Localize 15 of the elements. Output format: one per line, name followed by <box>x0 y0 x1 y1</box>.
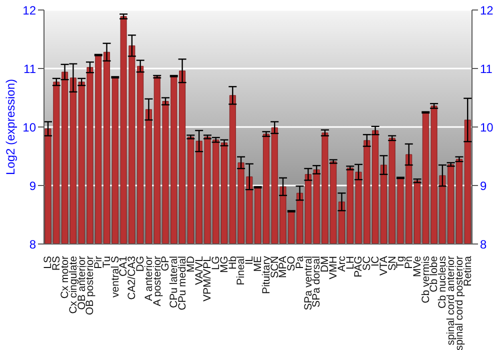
x-tick-label: MVe <box>411 256 424 278</box>
y2-tick-label: 8 <box>480 237 487 252</box>
y-tick-label: 11 <box>24 62 36 76</box>
y-tick-label: 8 <box>29 237 36 252</box>
y2-tick-label: 10 <box>480 120 494 134</box>
y-tick-label: 12 <box>22 3 36 18</box>
y2-tick-label: 11 <box>480 62 493 76</box>
x-tick-label: A posterior <box>151 256 164 306</box>
y-tick-label: 10 <box>22 120 36 134</box>
x-tick-label: Tg <box>394 256 407 268</box>
x-tick-label: Retina <box>462 256 474 286</box>
y-axis-title: Log2 (expression) <box>3 78 18 176</box>
y2-tick-label: 12 <box>480 3 494 18</box>
y2-tick-label: 9 <box>480 178 487 193</box>
y-tick-label: 9 <box>29 178 36 193</box>
